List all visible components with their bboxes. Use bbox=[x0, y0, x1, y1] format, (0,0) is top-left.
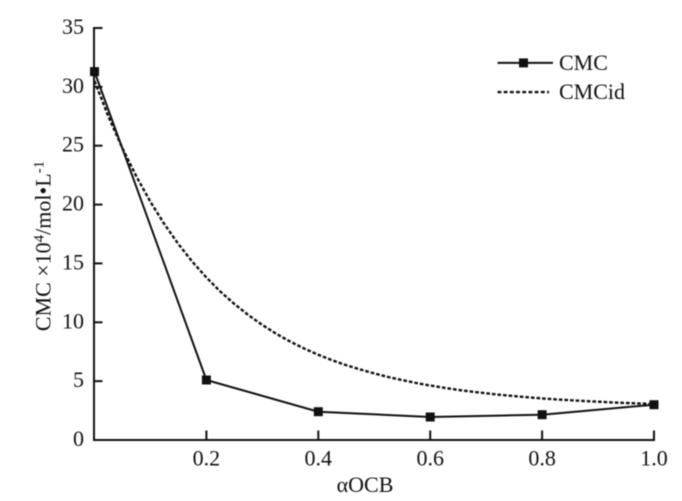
svg-text:0.4: 0.4 bbox=[305, 446, 333, 471]
svg-text:0.6: 0.6 bbox=[416, 446, 444, 471]
svg-text:10: 10 bbox=[62, 308, 84, 333]
svg-text:5: 5 bbox=[73, 367, 84, 392]
svg-text:CMC: CMC bbox=[559, 50, 608, 75]
svg-text:1.0: 1.0 bbox=[640, 446, 668, 471]
svg-text:0.2: 0.2 bbox=[193, 446, 221, 471]
svg-text:αOCB: αOCB bbox=[337, 472, 394, 497]
svg-text:20: 20 bbox=[62, 191, 84, 216]
svg-text:30: 30 bbox=[62, 73, 84, 98]
svg-text:0: 0 bbox=[73, 426, 84, 451]
svg-text:CMC ×104/mol•L-1: CMC ×104/mol•L-1 bbox=[31, 161, 56, 331]
svg-text:35: 35 bbox=[62, 14, 84, 39]
svg-text:0.8: 0.8 bbox=[528, 446, 556, 471]
svg-text:25: 25 bbox=[62, 132, 84, 157]
svg-text:CMCid: CMCid bbox=[559, 79, 625, 104]
svg-text:15: 15 bbox=[62, 249, 84, 274]
